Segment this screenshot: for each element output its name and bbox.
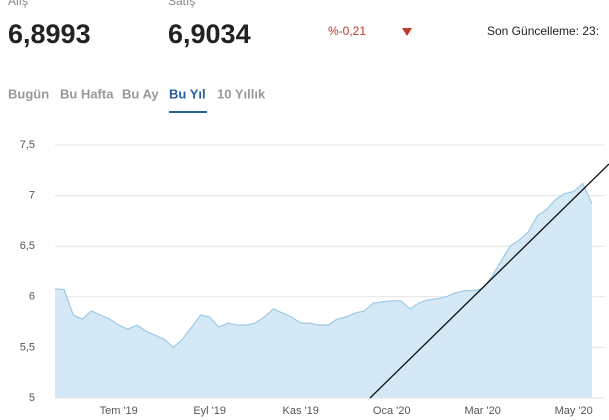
- trend-line: [369, 163, 609, 399]
- sell-label: Satış: [168, 0, 195, 8]
- down-arrow: [402, 28, 412, 36]
- x-tick-label: Kas '19: [283, 405, 319, 417]
- sell-value: 6,9034: [168, 19, 251, 49]
- x-tick-label: Oca '20: [373, 405, 411, 417]
- y-tick-label: 6: [29, 291, 35, 303]
- area: [55, 183, 592, 398]
- y-tick-label: 5: [29, 392, 35, 404]
- y-tick-label: 5,5: [20, 341, 35, 353]
- x-tick-label: Mar '20: [465, 405, 501, 417]
- tab[interactable]: 10 Yıllık: [217, 86, 266, 101]
- x-tick-label: Tem '19: [100, 405, 138, 417]
- buy-value: 6,8993: [8, 19, 91, 49]
- tab[interactable]: Bu Hafta: [60, 86, 114, 101]
- buy-label: Alış: [8, 0, 28, 8]
- tab[interactable]: Bugün: [8, 86, 49, 101]
- line: [54, 182, 593, 349]
- tab[interactable]: Bu Yıl: [169, 86, 206, 101]
- y-tick-label: 6,5: [20, 240, 35, 252]
- change: %-0,21: [328, 24, 366, 38]
- x-tick-label: May '20: [555, 405, 593, 417]
- tab[interactable]: Bu Ay: [122, 86, 159, 101]
- updated: Son Güncelleme: 23:: [487, 24, 599, 38]
- x-tick-label: Eyl '19: [193, 405, 226, 417]
- y-tick-label: 7: [29, 190, 35, 202]
- y-tick-label: 7,5: [20, 139, 35, 151]
